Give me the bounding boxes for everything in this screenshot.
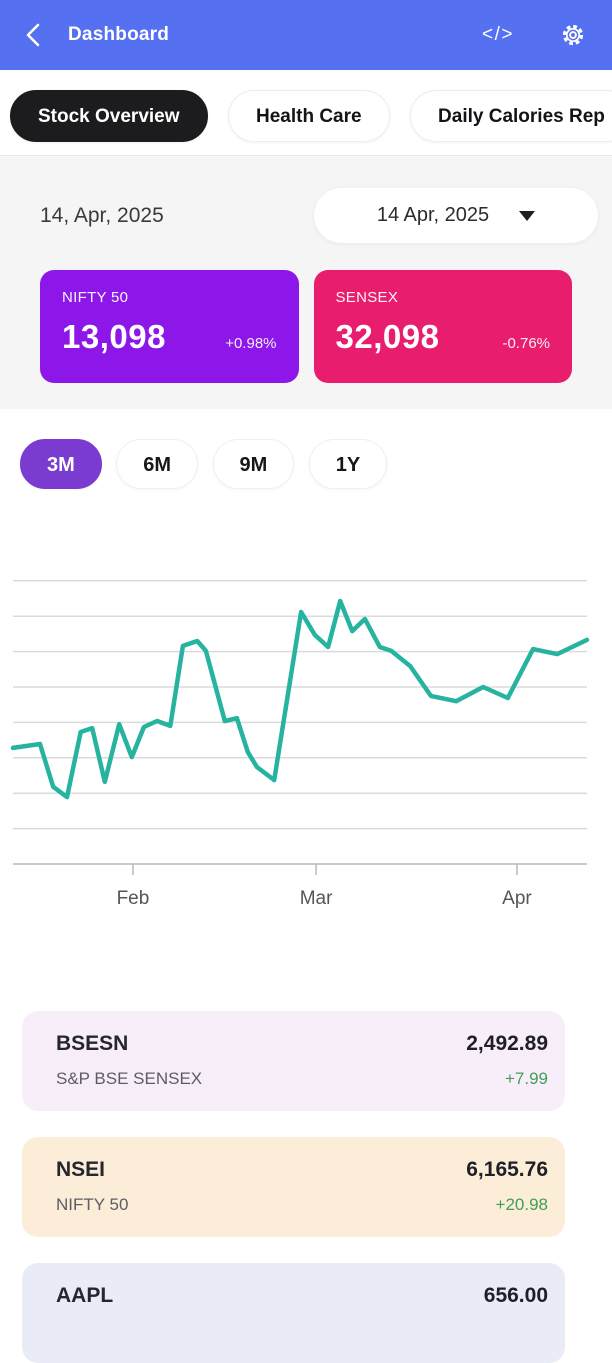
settings-button[interactable] (558, 20, 588, 50)
ticker-symbol: BSESN (56, 1032, 129, 1055)
svg-text:Mar: Mar (300, 888, 333, 909)
chevron-down-icon (519, 210, 536, 221)
range-3m[interactable]: 3M (20, 439, 102, 489)
back-button[interactable] (24, 20, 46, 50)
current-date-label: 14, Apr, 2025 (40, 203, 164, 227)
index-name: SENSEX (335, 289, 399, 306)
svg-text:Apr: Apr (502, 888, 532, 909)
sensex-card[interactable]: SENSEX 32,098 -0.76% (313, 270, 572, 383)
nifty-50-card[interactable]: NIFTY 50 13,098 +0.98% (40, 270, 299, 383)
range-6m[interactable]: 6M (116, 439, 199, 489)
index-change: +0.98% (225, 335, 277, 352)
ticker-change: +7.99 (504, 1069, 548, 1088)
stock-line-chart[interactable]: Feb Mar Apr (0, 489, 612, 919)
index-value: 13,098 (62, 318, 166, 355)
ticker-name: S&P BSE SENSEX (56, 1069, 203, 1088)
chevron-left-icon (26, 23, 40, 47)
index-name: NIFTY 50 (62, 289, 129, 306)
ticker-change: +20.98 (495, 1195, 548, 1214)
index-value: 32,098 (335, 318, 440, 355)
tab-health-care[interactable]: Health Care (227, 90, 390, 142)
ticker-price: 6,165.76 (466, 1158, 548, 1181)
ticker-name: NIFTY 50 (56, 1195, 129, 1214)
ticker-price: 2,492.89 (466, 1032, 548, 1055)
page-title: Dashboard (68, 24, 170, 45)
watchlist-row-aapl[interactable]: AAPL 656.00 (22, 1263, 565, 1363)
svg-text:Feb: Feb (117, 888, 150, 909)
ticker-price: 656.00 (483, 1284, 548, 1307)
tab-daily-calories-report[interactable]: Daily Calories Rep (410, 90, 612, 142)
overview-section: 14, Apr, 2025 14 Apr, 2025 NIFTY 50 13,0… (0, 156, 612, 409)
app-header: Dashboard </> (0, 0, 612, 70)
index-change: -0.76% (502, 335, 550, 352)
category-tabs: Stock Overview Health Care Daily Calorie… (0, 70, 612, 155)
range-selector: 3M 6M 9M 1Y (20, 439, 612, 489)
line-chart-svg: Feb Mar Apr (10, 580, 590, 909)
date-picker-value: 14 Apr, 2025 (376, 204, 490, 226)
code-icon[interactable]: </> (482, 24, 514, 45)
divider (0, 155, 612, 156)
ticker-symbol: AAPL (56, 1284, 114, 1307)
watchlist: BSESN S&P BSE SENSEX 2,492.89 +7.99 NSEI… (0, 1011, 612, 1363)
watchlist-row-bsesn[interactable]: BSESN S&P BSE SENSEX 2,492.89 +7.99 (22, 1011, 565, 1111)
tab-stock-overview[interactable]: Stock Overview (10, 90, 208, 142)
date-picker-dropdown[interactable]: 14 Apr, 2025 (314, 188, 598, 243)
gear-icon (562, 24, 584, 46)
range-1y[interactable]: 1Y (308, 439, 388, 489)
watchlist-row-nsei[interactable]: NSEI NIFTY 50 6,165.76 +20.98 (22, 1137, 565, 1237)
range-9m[interactable]: 9M (212, 439, 295, 489)
ticker-symbol: NSEI (56, 1158, 106, 1181)
